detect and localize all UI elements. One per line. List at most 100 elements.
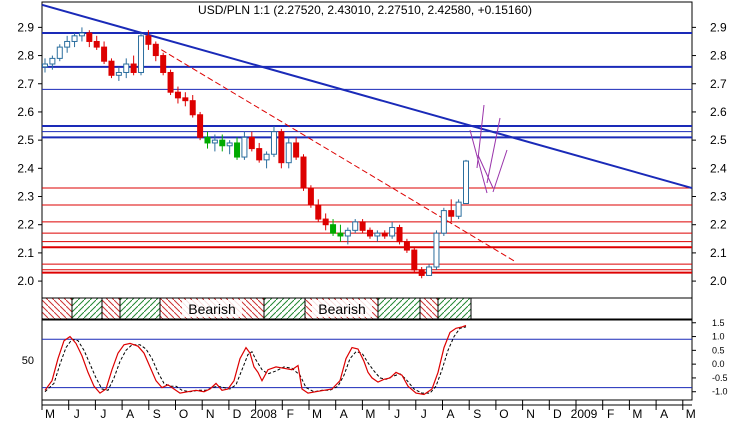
projection-line [492,149,508,193]
candle-body [115,71,122,76]
price-tick-label: 2.8 [710,49,727,63]
candle-body [256,148,263,161]
time-tick-label: D [233,407,242,421]
time-tick-label: O [499,407,508,421]
candle-body [152,43,159,57]
oscillator-tick-label: 0.0 [712,359,725,369]
time-tick-label: M [312,407,322,421]
candle-body [278,131,285,164]
candle-body [56,46,63,59]
zone-strip: Bearish Bearish [41,297,693,320]
candle-body [293,142,300,158]
time-tick-label: M [686,407,696,421]
oscillator-right-axis: 1.5 1.0 0.5 0.0 -0.5 -1.0 [692,318,728,397]
oscillator-tick-label: -0.5 [712,373,728,383]
projection-line [476,104,485,169]
time-tick-label: F [287,407,294,421]
zone-block [41,297,73,320]
candle-body [403,241,410,251]
price-tick-label: 2.2 [17,218,34,232]
candle-body [426,266,433,276]
price-tick-label: 2.6 [17,105,34,119]
right-price-axis: 2.9 2.8 2.7 2.6 2.5 2.4 2.3 2.2 2.1 2.0 [692,20,727,288]
left-price-axis: 2.9 2.8 2.7 2.6 2.5 2.4 2.3 2.2 2.1 2.0 [17,20,42,288]
projection-line [469,129,488,194]
candle-body [71,35,78,42]
price-tick-label: 2.4 [710,161,727,175]
candle-body [463,160,469,205]
candle-body [270,131,277,155]
price-tick-label: 2.3 [710,190,727,204]
zone-label-bg [182,300,242,317]
candle-body [448,210,455,217]
zone-block [71,297,103,320]
chart-title: USD/PLN 1:1 (2.27520, 2.43010, 2.27510, … [198,3,532,17]
candle-body [263,153,270,161]
oscillator-tick-label: 0.5 [712,345,725,355]
candle-body [359,221,366,231]
candle-body [86,32,93,42]
zone-block [263,297,306,320]
candle-body [455,201,462,217]
time-tick-label: N [526,407,535,421]
time-tick-label: A [660,407,668,421]
candle-body [315,204,322,220]
time-tick-label: A [126,407,134,421]
candle-body [130,63,137,73]
candle-body [197,114,204,138]
candle-body [93,40,100,48]
zone-block [101,297,121,320]
price-tick-label: 2.6 [710,105,727,119]
time-tick-label: A [340,407,348,421]
zone-block [437,297,472,320]
time-tick-label: J [421,407,427,421]
candle-body [219,139,226,147]
time-axis: M J J A S O N D 2008 F M A M J J A S O N D 2009 F M A M [41,400,696,421]
candle-body [160,55,167,73]
price-tick-label: 2.8 [17,49,34,63]
price-tick-label: 2.7 [17,77,34,91]
time-tick-label: N [206,407,215,421]
candle-body [396,227,403,243]
zone-block [419,297,439,320]
candle-body [285,142,292,164]
time-tick-label: S [153,407,161,421]
zone-block [377,297,421,320]
time-tick-label: F [607,407,614,421]
candle-body [123,63,130,73]
candle-body [174,91,181,99]
candle-body [366,229,373,237]
horizontal-lines [42,32,692,274]
main-panel [41,1,693,299]
oscillator-tick-label: -1.0 [712,387,728,397]
price-tick-label: 2.4 [17,161,34,175]
candle-body [330,224,337,234]
candle-body [337,232,344,237]
candle-body [433,232,440,268]
candle-body [300,156,307,189]
candle-body [374,232,381,237]
trendline-red-dashed [137,35,516,262]
time-tick-label: J [74,407,80,421]
price-tick-label: 2.5 [710,133,727,147]
time-tick-label: 2009 [571,407,598,421]
candle-body [138,35,145,73]
time-tick-label: O [179,407,188,421]
candle-body [101,46,108,62]
time-tick-label: M [45,407,55,421]
candle-body [64,40,71,48]
price-tick-label: 2.7 [710,77,727,91]
price-tick-label: 2.1 [710,246,727,260]
zone-block [119,297,161,320]
price-tick-label: 2.0 [710,274,727,288]
zone-label: Bearish [318,301,365,317]
time-tick-label: 2008 [250,407,277,421]
price-tick-label: 2.9 [17,20,34,34]
candle-body [440,210,447,234]
price-tick-label: 2.9 [710,20,727,34]
price-tick-label: 2.2 [710,218,727,232]
candle-body [182,97,189,102]
oscillator-panel [41,319,693,401]
candle-body [381,232,388,237]
time-tick-label: M [365,407,375,421]
